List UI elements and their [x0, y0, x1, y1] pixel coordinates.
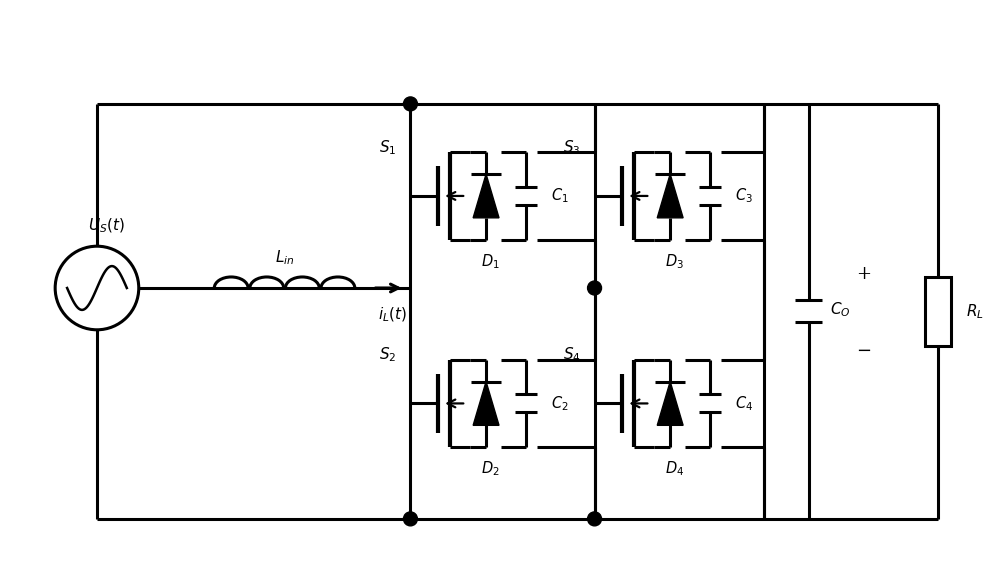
- Text: $S_2$: $S_2$: [379, 346, 396, 364]
- Text: $C_O$: $C_O$: [830, 300, 850, 319]
- Text: $C_4$: $C_4$: [734, 394, 753, 413]
- Text: $U_S(t)$: $U_S(t)$: [88, 217, 125, 236]
- Text: $S_3$: $S_3$: [562, 138, 580, 156]
- Text: +: +: [855, 264, 870, 282]
- Text: −: −: [855, 342, 870, 360]
- Polygon shape: [473, 382, 499, 426]
- Circle shape: [403, 97, 417, 111]
- Text: $L_{in}$: $L_{in}$: [275, 249, 294, 267]
- Circle shape: [403, 512, 417, 526]
- Text: $C_2$: $C_2$: [550, 394, 568, 413]
- Polygon shape: [656, 382, 682, 426]
- Bar: [924, 277, 950, 346]
- Text: $D_4$: $D_4$: [664, 460, 683, 478]
- Circle shape: [587, 281, 601, 295]
- Text: $S_4$: $S_4$: [562, 346, 580, 364]
- Text: $i_L(t)$: $i_L(t)$: [378, 306, 407, 324]
- Polygon shape: [473, 174, 499, 218]
- Polygon shape: [656, 174, 682, 218]
- Text: $S_1$: $S_1$: [379, 138, 396, 156]
- Text: $C_1$: $C_1$: [550, 187, 568, 205]
- Text: $D_1$: $D_1$: [480, 252, 499, 271]
- Text: $C_3$: $C_3$: [734, 187, 752, 205]
- Circle shape: [587, 512, 601, 526]
- Text: $D_2$: $D_2$: [480, 460, 499, 478]
- Text: $R_L$: $R_L$: [965, 302, 983, 321]
- Text: $D_3$: $D_3$: [664, 252, 683, 271]
